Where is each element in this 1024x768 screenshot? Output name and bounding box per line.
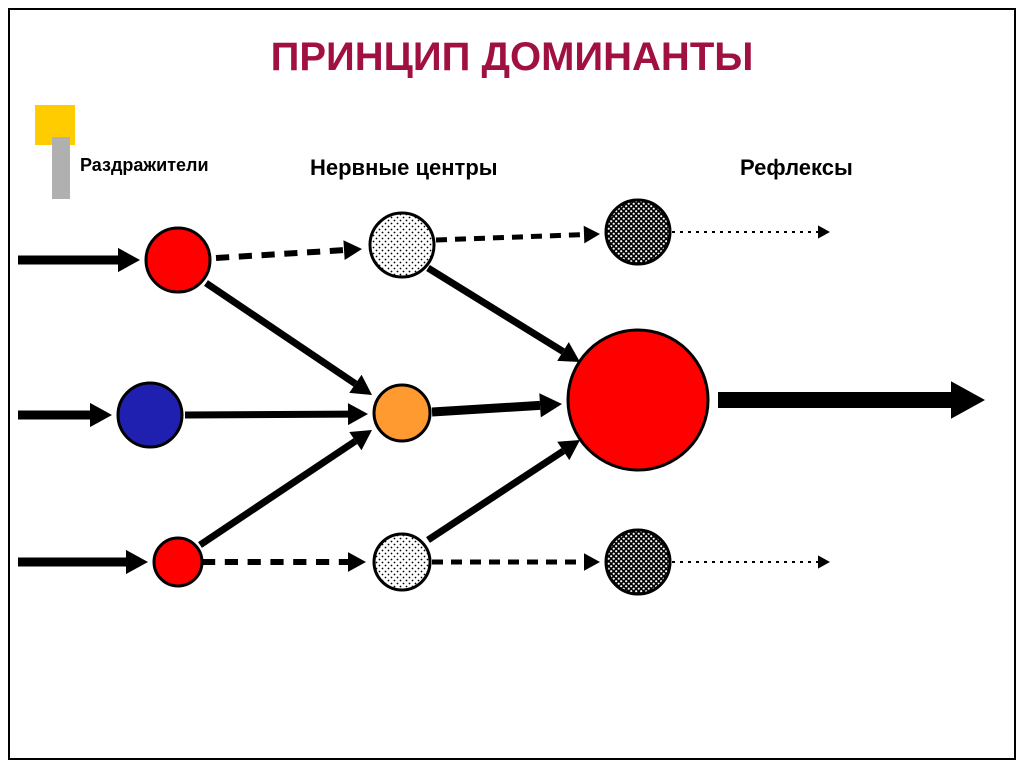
node-c1 (370, 213, 434, 277)
node-d1 (606, 200, 670, 264)
node-r2 (118, 383, 182, 447)
diagram-svg (0, 0, 1024, 768)
node-r3 (154, 538, 202, 586)
node-big (568, 330, 708, 470)
node-c3 (374, 534, 430, 590)
node-r1 (146, 228, 210, 292)
node-c2 (374, 385, 430, 441)
node-d3 (606, 530, 670, 594)
